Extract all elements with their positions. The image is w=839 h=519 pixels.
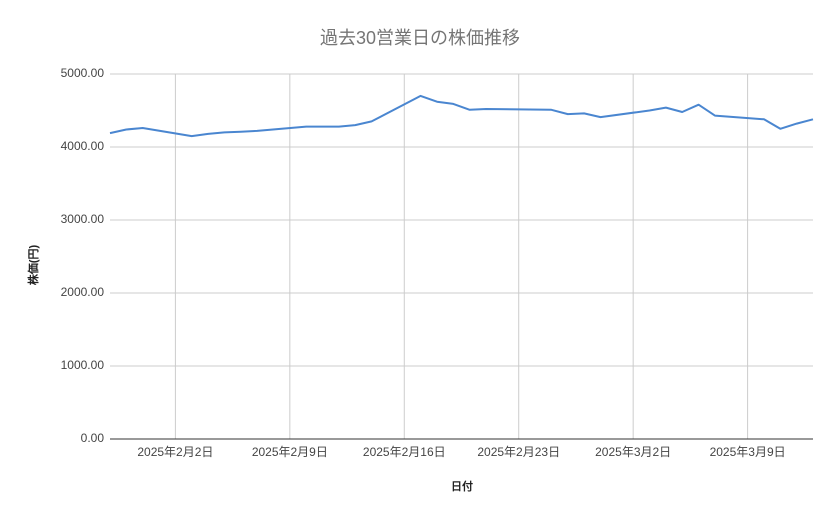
y-tick-label: 4000.00 xyxy=(61,139,105,153)
y-tick-label: 3000.00 xyxy=(61,212,105,226)
y-tick-label: 5000.00 xyxy=(61,66,105,80)
x-tick-label: 2025年2月9日 xyxy=(252,445,328,459)
data-line xyxy=(109,94,814,138)
y-tick-label: 2000.00 xyxy=(61,285,105,299)
x-tick-label: 2025年3月9日 xyxy=(710,445,786,459)
y-axis-label: 株価(円) xyxy=(26,245,40,286)
x-axis-label: 日付 xyxy=(451,479,473,493)
x-tick-label: 2025年3月2日 xyxy=(595,445,671,459)
x-tick-label: 2025年2月23日 xyxy=(477,445,560,459)
x-tick-label: 2025年2月16日 xyxy=(363,445,446,459)
x-tick-label: 2025年2月2日 xyxy=(137,445,213,459)
chart-title: 過去30営業日の株価推移 xyxy=(320,28,520,48)
y-tick-label: 0.00 xyxy=(81,431,105,445)
y-tick-label: 1000.00 xyxy=(61,358,105,372)
